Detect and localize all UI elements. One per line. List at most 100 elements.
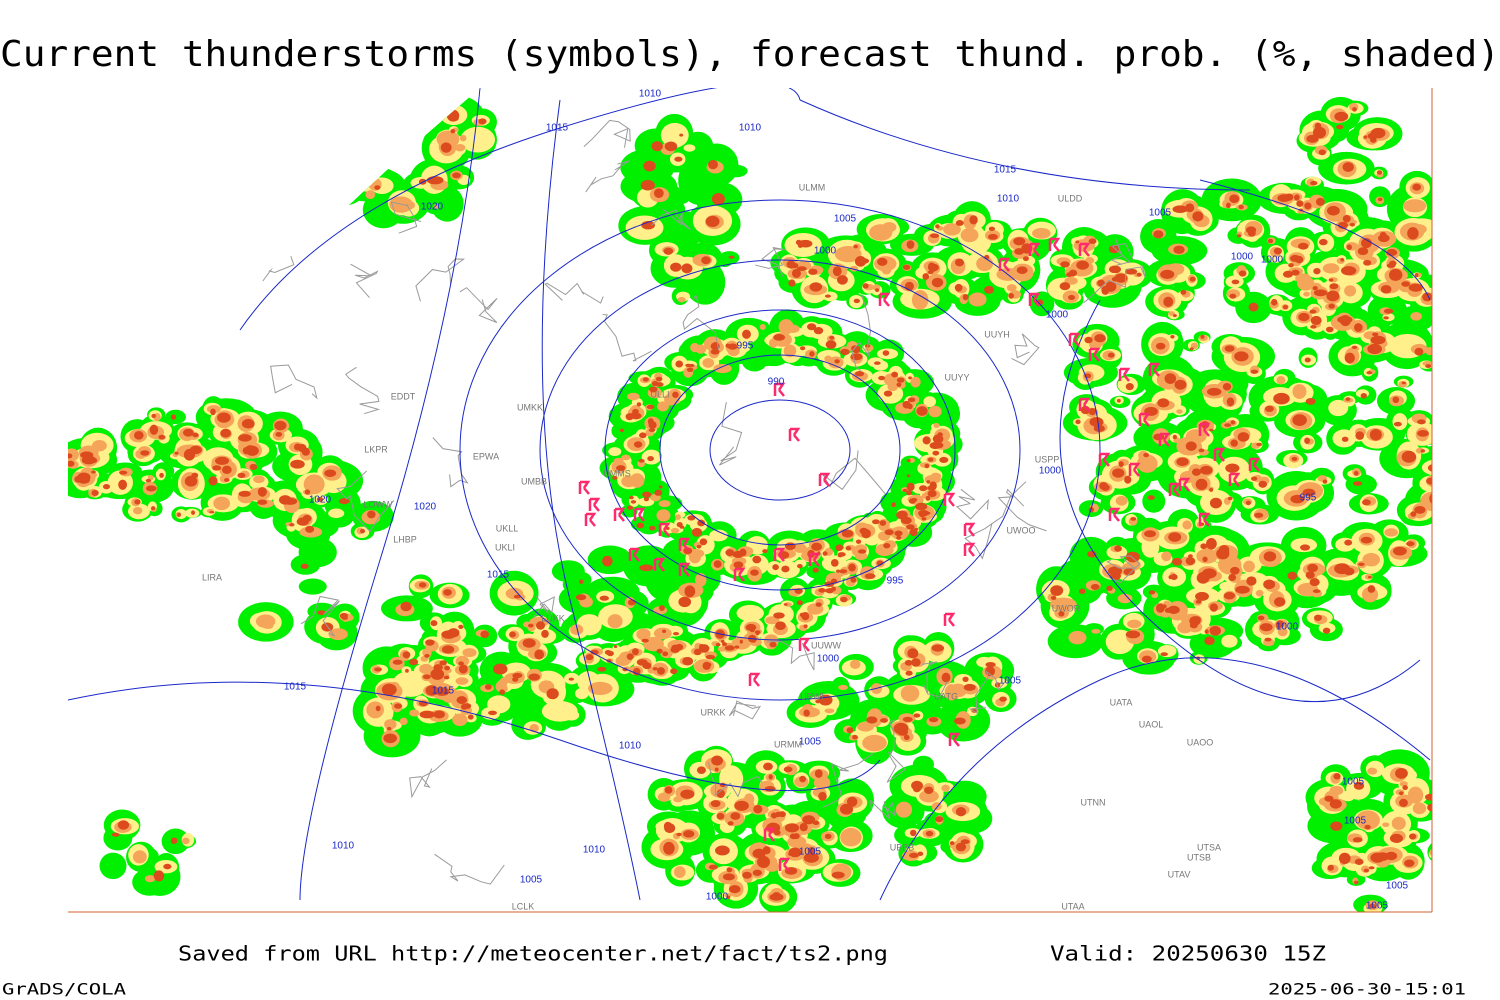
prob-shade [647,418,654,425]
isobar-label: 1010 [332,841,355,852]
prob-shade [734,645,740,649]
prob-shade [1060,261,1070,268]
isobar-label: 1010 [583,845,606,856]
prob-shade [708,159,718,170]
station-label: ULLI [650,389,669,399]
storm-symbol [788,427,801,442]
prob-shade [824,708,835,714]
prob-shade [212,465,222,471]
prob-shade [988,226,996,232]
prob-shade [1182,520,1192,530]
station-label: URWI [800,691,824,701]
prob-shade [1328,399,1349,417]
prob-shade [671,644,680,652]
prob-shade [1312,589,1321,594]
prob-shade [191,472,199,478]
prob-shade [74,475,82,483]
station-label: UBBB [890,842,915,852]
prob-shade [1421,459,1432,476]
prob-shade [68,460,75,467]
prob-shade [663,841,675,855]
prob-shade [954,258,964,267]
station-label: LKPR [364,444,388,454]
prob-shade [283,497,298,505]
prob-shade [1328,303,1335,309]
prob-shade [191,510,196,515]
prob-shade [676,832,682,837]
prob-shade [217,412,231,423]
prob-shade [1333,773,1341,780]
isobar-label: 1010 [739,123,762,134]
isobar-label: 1020 [309,495,332,506]
prob-shade [762,846,771,855]
prob-shade [1168,532,1182,542]
prob-shade [696,766,706,774]
prob-shade [458,664,468,674]
prob-shade [151,506,156,511]
isobar-label: 995 [887,576,904,587]
prob-shade [1292,414,1307,426]
prob-shade [778,811,786,818]
prob-shade [1383,316,1389,320]
prob-shade [1395,767,1408,779]
prob-shade [1271,298,1278,306]
coastline [719,402,743,466]
prob-shade [749,628,755,633]
station-label: USPP [1035,454,1060,464]
prob-shade [1209,625,1221,636]
prob-shade [636,659,648,666]
prob-shade [883,542,891,549]
prob-shade [750,569,759,576]
prob-shade [1298,312,1310,322]
prob-shade [1050,595,1057,600]
prob-shade [1409,833,1417,840]
prob-shade [1068,269,1078,277]
prob-shade [676,521,683,528]
prob-shade [1432,486,1445,495]
station-label: UKLI [495,542,515,552]
prob-shade [1427,463,1432,473]
isobar-label: 1015 [994,165,1017,176]
prob-shade [430,620,438,627]
isobar-label: 1000 [1231,252,1254,263]
prob-shade [1112,468,1125,478]
prob-shade [1384,528,1399,537]
prob-shade [1225,202,1231,209]
prob-shade [699,644,710,653]
prob-shade [784,542,796,551]
prob-shade [1124,475,1132,484]
prob-shade [764,785,776,792]
prob-shade [679,133,684,137]
prob-shade [894,530,903,537]
prob-shade [882,222,897,233]
station-label: UTNN [1081,797,1106,807]
prob-shade [1358,562,1365,566]
prob-shade [733,561,744,569]
prob-shade [1097,279,1105,287]
prob-shade [917,851,924,856]
prob-shade [639,564,654,572]
prob-shade [739,639,743,644]
prob-shade [298,537,337,568]
prob-shade [80,451,94,459]
software: GrADS/COLA [2,980,126,999]
storm-symbol [963,542,976,557]
prob-shade [488,710,497,716]
prob-shade [1256,442,1263,447]
prob-shade [1185,556,1196,566]
prob-shade [608,447,622,457]
prob-shade [1319,238,1328,246]
station-label: URKK [700,707,725,717]
station-label: UWOO [1007,525,1036,535]
prob-shade [933,422,940,428]
station-label: LHBP [393,534,417,544]
coastline [544,282,604,304]
prob-shade [638,459,645,463]
prob-shade [374,185,381,190]
prob-shade [1310,325,1317,329]
station-label: UMBB [521,476,547,486]
prob-shade [924,463,930,469]
prob-shade [1282,270,1294,278]
prob-shade [237,472,246,479]
prob-shade [769,641,777,648]
